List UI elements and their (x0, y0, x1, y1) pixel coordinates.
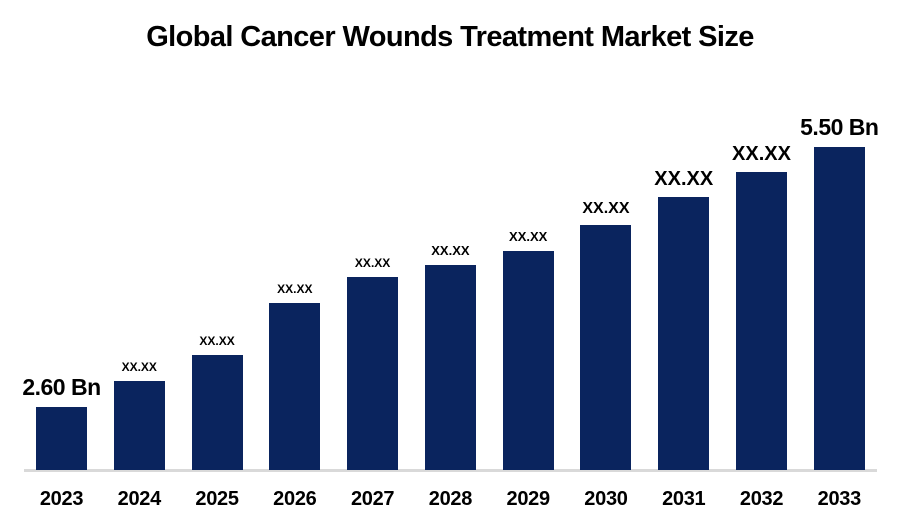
bar-group-2031: XX.XX 2031 (654, 0, 713, 510)
bar-group-2027: XX.XX 2027 (347, 0, 399, 510)
bar-2027 (347, 277, 399, 470)
bar-2024 (113, 381, 165, 470)
bar-2026 (269, 303, 321, 470)
bar-group-2029: XX.XX 2029 (502, 0, 554, 510)
bar-value-label-2033: 5.50 Bn (800, 114, 879, 140)
x-axis-tick-2024: 2024 (117, 488, 162, 510)
x-axis-tick-2031: 2031 (662, 488, 706, 510)
bar-value-label-2025: XX.XX (199, 334, 235, 348)
bar-group-2025: XX.XX 2025 (191, 0, 243, 510)
x-axis-tick-2027: 2027 (350, 488, 395, 510)
bar-value-label-2024: XX.XX (121, 360, 157, 374)
bar-2029 (502, 251, 554, 470)
bar-value-label-2026: XX.XX (277, 282, 313, 296)
bar-2028 (424, 265, 476, 470)
bar-2030 (580, 225, 632, 470)
x-axis-line (24, 469, 877, 472)
bar-value-label-2032: XX.XX (732, 143, 791, 165)
bar-2033 (813, 147, 865, 470)
x-axis-tick-2033: 2033 (817, 488, 862, 510)
bar-group-2024: XX.XX 2024 (113, 0, 165, 510)
bar-group-2028: XX.XX 2028 (424, 0, 476, 510)
bar-group-2033: 5.50 Bn 2033 (800, 0, 879, 511)
bar-value-label-2030: XX.XX (582, 200, 630, 217)
bar-group-2030: XX.XX 2030 (580, 0, 632, 510)
bar-group-2026: XX.XX 2026 (269, 0, 321, 510)
x-axis-tick-2030: 2030 (584, 488, 628, 510)
x-axis-tick-2032: 2032 (739, 488, 784, 510)
x-axis-tick-2028: 2028 (428, 488, 473, 510)
x-axis-tick-2023: 2023 (39, 488, 84, 510)
x-axis-tick-2025: 2025 (195, 488, 239, 510)
bar-2025 (191, 355, 243, 470)
bar-value-label-2027: XX.XX (354, 256, 391, 270)
bar-2031 (658, 197, 710, 470)
bar-2023 (36, 407, 87, 470)
bar-2032 (736, 172, 788, 470)
bar-value-label-2029: XX.XX (509, 229, 548, 244)
chart-title: Global Cancer Wounds Treatment Market Si… (146, 21, 754, 53)
x-axis-tick-2026: 2026 (273, 488, 317, 510)
x-axis-tick-2029: 2029 (506, 488, 551, 510)
bar-group-2023: 2.60 Bn 2023 (22, 0, 101, 511)
bar-value-label-2028: XX.XX (431, 243, 470, 258)
bar-value-label-2023: 2.60 Bn (22, 374, 101, 400)
bar-value-label-2031: XX.XX (654, 168, 714, 190)
bar-group-2032: XX.XX 2032 (732, 0, 791, 510)
